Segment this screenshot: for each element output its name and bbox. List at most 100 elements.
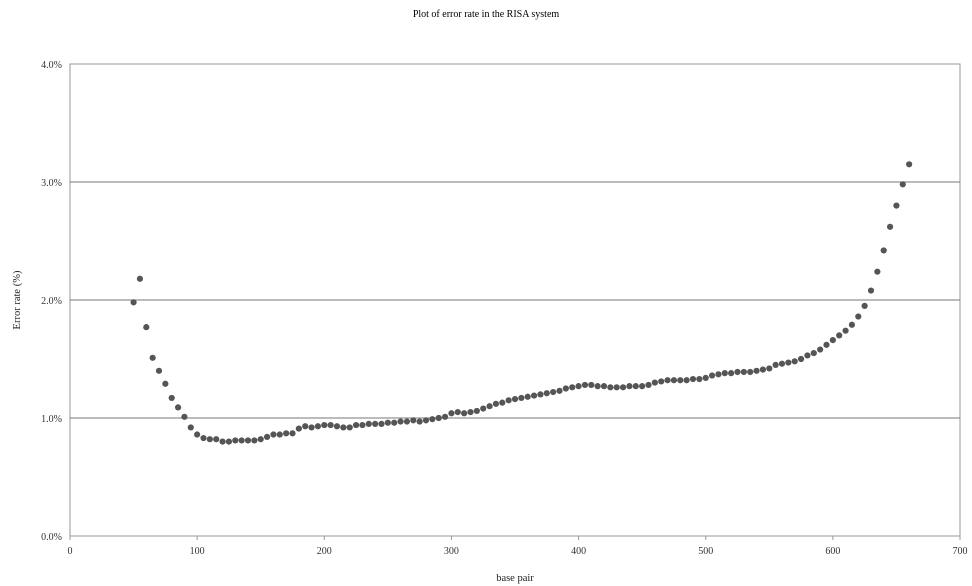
data-point: [632, 383, 639, 390]
data-point: [677, 377, 684, 384]
data-point: [639, 383, 646, 390]
x-tick-label: 500: [698, 546, 713, 557]
data-point: [537, 391, 544, 398]
data-point: [626, 383, 633, 390]
data-point: [651, 379, 658, 386]
data-point: [740, 368, 747, 376]
data-point: [511, 396, 519, 403]
x-axis-ticks: 0 100 200 300 400 500 600 700: [68, 536, 968, 557]
data-point: [645, 381, 652, 389]
data-points: [130, 161, 913, 445]
data-point: [874, 268, 881, 275]
y-axis-label: Error rate (%): [12, 270, 23, 329]
data-point: [804, 352, 811, 359]
data-point: [683, 377, 690, 384]
data-point: [842, 327, 849, 334]
gridlines: [70, 181, 960, 419]
data-point: [130, 299, 137, 306]
y-tick-label: 4.0%: [41, 60, 62, 71]
x-tick-label: 200: [317, 546, 332, 557]
data-point: [397, 418, 404, 425]
x-tick-label: 400: [571, 546, 586, 557]
data-point: [289, 430, 296, 437]
data-point: [550, 388, 557, 396]
x-tick-label: 700: [953, 546, 968, 557]
data-point: [384, 419, 391, 426]
data-point: [213, 436, 220, 443]
data-point: [505, 397, 512, 404]
data-point: [702, 374, 709, 381]
data-point: [162, 380, 169, 387]
data-point: [270, 431, 277, 438]
data-point: [689, 375, 697, 383]
data-point: [461, 410, 468, 417]
data-point: [143, 324, 150, 331]
data-point: [263, 433, 271, 440]
data-point: [359, 421, 366, 429]
data-point: [556, 387, 563, 394]
data-point: [893, 202, 900, 209]
data-point: [569, 384, 576, 391]
data-point: [257, 436, 264, 443]
data-point: [378, 420, 385, 427]
data-point: [753, 367, 760, 374]
data-point: [181, 413, 188, 420]
data-point: [200, 434, 207, 442]
x-tick-label: 600: [825, 546, 840, 557]
data-point: [772, 361, 779, 368]
data-point: [861, 302, 868, 309]
data-point: [906, 161, 913, 168]
data-point: [696, 375, 703, 383]
data-point: [594, 383, 601, 390]
data-point: [486, 403, 493, 410]
data-point: [365, 420, 372, 427]
data-point: [880, 247, 887, 254]
data-point: [524, 393, 531, 400]
data-point: [314, 423, 322, 430]
data-point: [562, 385, 569, 392]
data-point: [244, 437, 252, 444]
data-point: [187, 424, 194, 431]
data-point: [817, 346, 824, 353]
data-point: [206, 436, 213, 443]
data-point: [232, 437, 239, 444]
data-point: [734, 368, 741, 376]
x-axis-label: base pair: [496, 573, 534, 584]
data-point: [607, 384, 614, 391]
data-point: [219, 438, 226, 445]
data-point: [600, 383, 608, 390]
data-point: [766, 365, 773, 372]
data-point: [836, 332, 843, 339]
y-tick-label: 0.0%: [41, 532, 62, 543]
data-point: [168, 394, 175, 402]
data-point: [759, 366, 767, 373]
data-point: [715, 371, 722, 378]
data-point: [321, 421, 328, 429]
data-point: [810, 350, 817, 357]
x-tick-label: 300: [444, 546, 459, 557]
data-point: [473, 407, 480, 415]
data-point: [429, 416, 436, 423]
data-point: [778, 360, 786, 367]
data-point: [581, 381, 589, 389]
data-point: [194, 431, 201, 438]
data-point: [791, 358, 798, 365]
data-point: [149, 354, 156, 361]
data-point: [295, 425, 302, 432]
data-point: [441, 413, 449, 420]
data-point: [575, 383, 582, 390]
data-point: [543, 390, 550, 397]
data-point: [499, 399, 506, 406]
data-point: [867, 287, 875, 294]
data-point: [829, 337, 836, 344]
data-point: [448, 410, 455, 417]
data-point: [518, 394, 525, 402]
data-point: [658, 378, 665, 385]
data-point: [346, 424, 353, 431]
data-point: [670, 377, 678, 384]
data-point: [530, 392, 538, 399]
data-point: [410, 417, 417, 424]
y-tick-label: 2.0%: [41, 296, 62, 307]
data-point: [251, 437, 258, 444]
data-point: [886, 223, 894, 230]
